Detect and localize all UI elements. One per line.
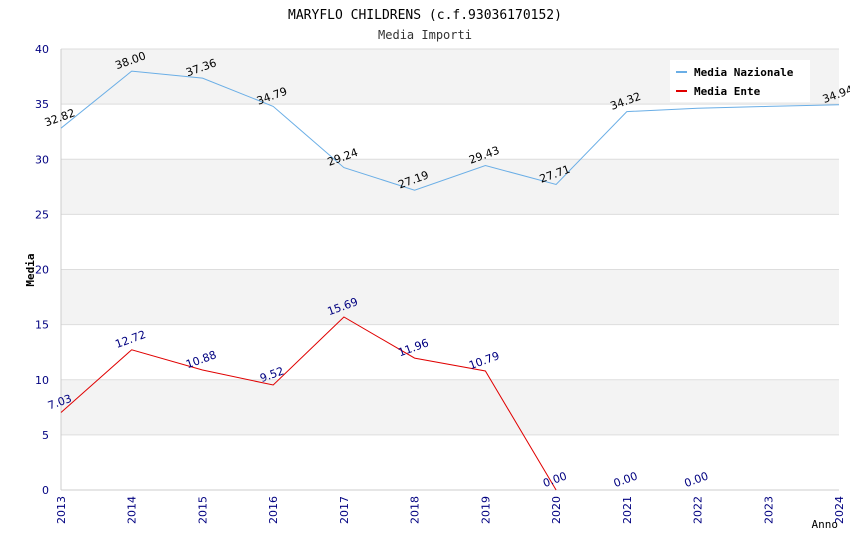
series-line-media-nazionale [60, 70, 840, 191]
band-4 [61, 214, 839, 270]
band-1 [61, 379, 839, 435]
band-3 [61, 269, 839, 325]
x-tick-label: 2017 [338, 496, 351, 524]
y-tick-label: 30 [35, 153, 49, 166]
x-tick-label: 2015 [196, 496, 209, 524]
x-tick-label: 2020 [550, 496, 563, 524]
band-6 [61, 104, 839, 160]
band-0 [61, 434, 839, 490]
legend: Media Nazionale Media Ente [670, 60, 810, 102]
legend-box [670, 60, 810, 102]
plot-background-bands [61, 49, 839, 490]
y-axis-label: Media [24, 253, 37, 286]
x-tick-label: 2013 [55, 496, 68, 524]
x-tick-label: 2023 [762, 496, 775, 524]
x-tick-label: 2022 [692, 496, 705, 524]
y-tick-labels: 0 5 10 15 20 25 30 35 40 [35, 43, 49, 497]
y-tick-label: 25 [35, 208, 49, 221]
y-tick-label: 35 [35, 98, 49, 111]
x-tick-labels: 2013 2014 2015 2016 2017 2018 2019 2020 2021 2022… [55, 496, 846, 524]
series-line-media-ente [60, 316, 557, 491]
y-tick-label: 0 [42, 484, 49, 497]
x-tick-label: 2016 [267, 496, 280, 524]
y-tick-label: 15 [35, 319, 49, 332]
chart-title: MARYFLO CHILDRENS (c.f.93036170152) [288, 8, 562, 23]
x-tick-label: 2021 [621, 496, 634, 524]
chart-subtitle: Media Importi [378, 28, 472, 42]
legend-label: Media Ente [694, 85, 761, 98]
x-tick-label: 2018 [409, 496, 422, 524]
band-2 [61, 324, 839, 380]
y-tick-label: 10 [35, 374, 49, 387]
x-tick-label: 2024 [833, 496, 846, 524]
axes [60, 49, 839, 491]
x-tick-label: 2019 [479, 496, 492, 524]
band-5 [61, 159, 839, 215]
y-tick-label: 40 [35, 43, 49, 56]
y-tick-label: 5 [42, 429, 49, 442]
legend-label: Media Nazionale [694, 66, 794, 79]
series-lines [60, 70, 840, 491]
y-tick-label: 20 [35, 264, 49, 277]
x-tick-label: 2014 [126, 496, 139, 524]
x-axis-label: Anno [812, 518, 839, 531]
